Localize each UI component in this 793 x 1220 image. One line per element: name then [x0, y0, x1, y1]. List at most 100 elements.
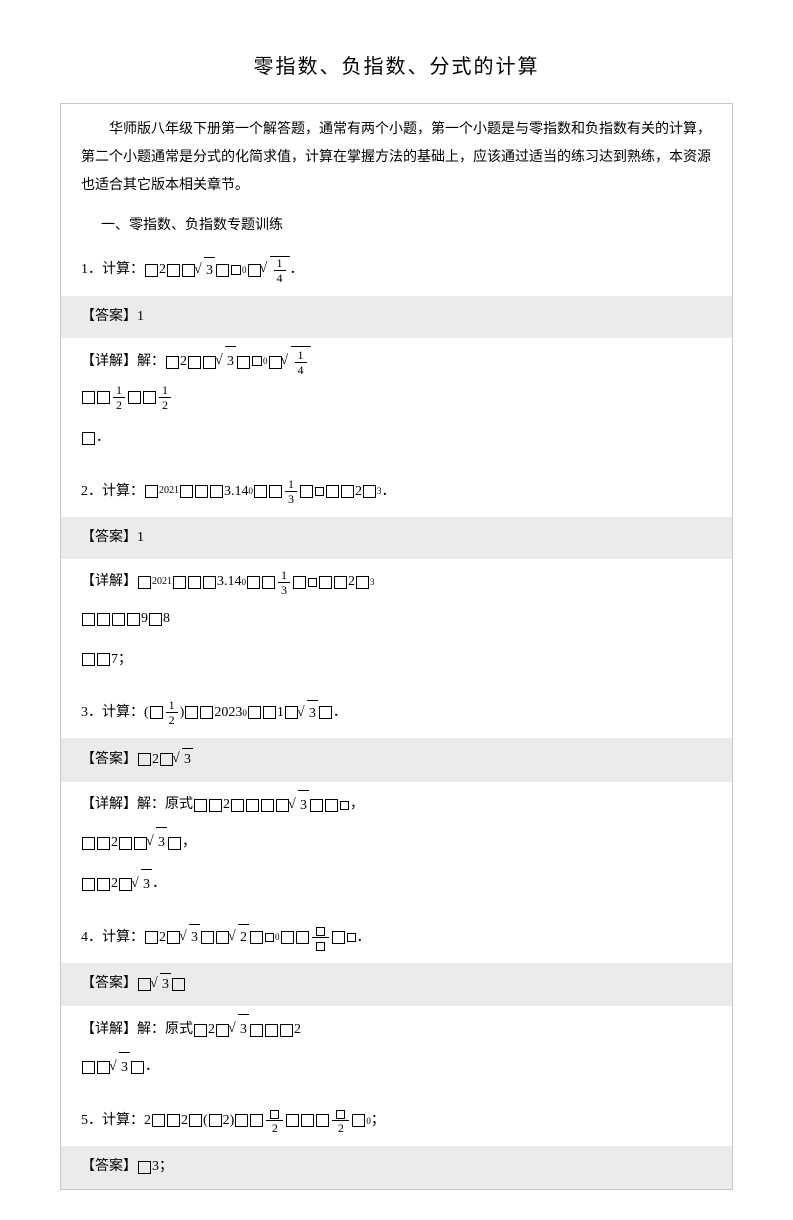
- box-icon: [250, 931, 263, 944]
- solution-3-label: 【详解】解：原式: [81, 790, 193, 821]
- problem-5-label: 5．计算：: [81, 1108, 144, 1133]
- box-icon: [293, 576, 306, 589]
- box-icon: [336, 1110, 345, 1119]
- box-icon: [250, 1114, 263, 1127]
- section-heading: 一、零指数、负指数专题训练: [61, 208, 732, 248]
- box-icon: [97, 613, 110, 626]
- box-icon: [261, 799, 274, 812]
- box-icon: [194, 1024, 207, 1037]
- box-icon: [82, 391, 95, 404]
- box-icon: [195, 485, 208, 498]
- box-icon: [128, 391, 141, 404]
- box-icon: [138, 753, 151, 766]
- problem-5: 5．计算： 2 2(2) 2 2 0 ；: [61, 1099, 732, 1146]
- problem-1-label: 1．计算：: [81, 257, 144, 282]
- box-icon: [150, 706, 163, 719]
- answer-2: 【答案】1: [61, 517, 732, 559]
- box-icon: [265, 1024, 278, 1037]
- box-icon: [237, 356, 250, 369]
- box-icon: [216, 264, 229, 277]
- box-icon: [319, 576, 332, 589]
- solution-1-label: 【详解】解：: [81, 347, 165, 378]
- box-icon: [252, 356, 262, 366]
- box-icon: [270, 1110, 279, 1119]
- box-icon: [201, 931, 214, 944]
- problem-1: 1．计算： 2 3 0 14 ．: [61, 248, 732, 296]
- box-icon: [332, 931, 345, 944]
- box-icon: [200, 706, 213, 719]
- box-icon: [167, 264, 180, 277]
- box-icon: [180, 485, 193, 498]
- box-icon: [82, 653, 95, 666]
- box-icon: [280, 1024, 293, 1037]
- box-icon: [209, 1114, 222, 1127]
- box-icon: [210, 485, 223, 498]
- answer-1: 【答案】1: [61, 296, 732, 338]
- answer-5-value: 3；: [152, 1156, 173, 1178]
- box-icon: [325, 799, 338, 812]
- box-icon: [82, 432, 95, 445]
- solution-1-end: ．: [96, 423, 110, 454]
- box-icon: [194, 799, 207, 812]
- box-icon: [152, 1114, 165, 1127]
- answer-5-label: 【答案】: [81, 1156, 137, 1178]
- box-icon: [172, 978, 185, 991]
- box-icon: [340, 801, 349, 810]
- box-icon: [119, 837, 132, 850]
- box-icon: [97, 837, 110, 850]
- problem-2: 2．计算： 2021 3.14 0 13 23 ．: [61, 470, 732, 517]
- box-icon: [316, 1114, 329, 1127]
- problem-4-label: 4．计算：: [81, 925, 144, 950]
- box-icon: [334, 576, 347, 589]
- solution-1: 【详解】解： 2 3 0 14 12 12 ．: [61, 338, 732, 469]
- box-icon: [310, 799, 323, 812]
- box-icon: [131, 1061, 144, 1074]
- problem-2-label: 2．计算：: [81, 479, 144, 504]
- box-icon: [189, 1114, 202, 1127]
- box-icon: [203, 576, 216, 589]
- box-icon: [138, 1161, 151, 1174]
- box-icon: [352, 1114, 365, 1127]
- solution-2: 【详解】 2021 3.14 0 13 23 98 7；: [61, 559, 732, 691]
- page-title: 零指数、负指数、分式的计算: [60, 50, 733, 79]
- content-box: 华师版八年级下册第一个解答题，通常有两个小题，第一个小题是与零指数和负指数有关的…: [60, 103, 733, 1190]
- box-icon: [82, 613, 95, 626]
- box-icon: [296, 931, 309, 944]
- box-icon: [326, 485, 339, 498]
- box-icon: [300, 485, 313, 498]
- answer-5: 【答案】 3；: [61, 1146, 732, 1188]
- box-icon: [149, 613, 162, 626]
- box-icon: [308, 578, 317, 587]
- box-icon: [246, 799, 259, 812]
- box-icon: [247, 576, 260, 589]
- problem-3: 3．计算： (12) 20230 1 3 ．: [61, 691, 732, 738]
- box-icon: [82, 878, 95, 891]
- box-icon: [281, 931, 294, 944]
- box-icon: [188, 576, 201, 589]
- box-icon: [347, 933, 356, 942]
- box-icon: [301, 1114, 314, 1127]
- box-icon: [341, 485, 354, 498]
- box-icon: [363, 485, 376, 498]
- answer-4: 【答案】 3: [61, 963, 732, 1006]
- box-icon: [143, 391, 156, 404]
- intro-paragraph: 华师版八年级下册第一个解答题，通常有两个小题，第一个小题是与零指数和负指数有关的…: [61, 104, 732, 208]
- answer-4-label: 【答案】: [81, 973, 137, 995]
- box-icon: [231, 265, 241, 275]
- box-icon: [250, 1024, 263, 1037]
- box-icon: [97, 878, 110, 891]
- box-icon: [356, 576, 369, 589]
- box-icon: [112, 613, 125, 626]
- box-icon: [168, 837, 181, 850]
- solution-2-line3: 7；: [111, 645, 132, 676]
- box-icon: [167, 1114, 180, 1127]
- box-icon: [145, 931, 158, 944]
- answer-3: 【答案】 2 3: [61, 738, 732, 781]
- box-icon: [188, 356, 201, 369]
- box-icon: [97, 653, 110, 666]
- page: 零指数、负指数、分式的计算 华师版八年级下册第一个解答题，通常有两个小题，第一个…: [0, 0, 793, 1220]
- box-icon: [173, 576, 186, 589]
- box-icon: [97, 391, 110, 404]
- box-icon: [263, 706, 276, 719]
- solution-4: 【详解】解：原式 2 3 2 3 ．: [61, 1006, 732, 1099]
